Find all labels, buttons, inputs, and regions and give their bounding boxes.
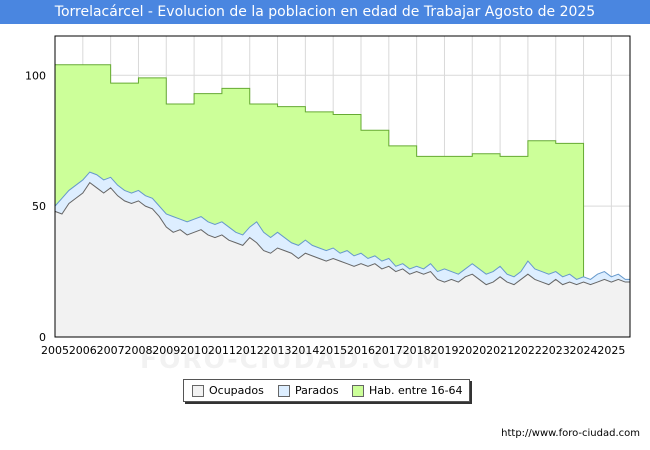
y-tick-label-100: 100 [25, 69, 46, 82]
x-tick-label-2018: 2018 [403, 344, 431, 357]
legend-label-ocupados: Ocupados [209, 384, 264, 397]
x-tick-label-2024: 2024 [570, 344, 598, 357]
x-tick-label-2010: 2010 [180, 344, 208, 357]
x-tick-label-2012: 2012 [236, 344, 264, 357]
x-tick-label-2015: 2015 [319, 344, 347, 357]
x-tick-label-2007: 2007 [97, 344, 125, 357]
series-ocupados-area [55, 182, 630, 337]
x-tick-label-2022: 2022 [514, 344, 542, 357]
x-tick-label-2021: 2021 [486, 344, 514, 357]
x-tick-label-2023: 2023 [542, 344, 570, 357]
x-tick-label-2011: 2011 [208, 344, 236, 357]
x-tick-label-2019: 2019 [430, 344, 458, 357]
x-tick-label-2006: 2006 [69, 344, 97, 357]
legend-label-hab: Hab. entre 16-64 [369, 384, 463, 397]
x-tick-label-2013: 2013 [264, 344, 292, 357]
plot-frame [54, 35, 631, 338]
x-tick-label-2020: 2020 [458, 344, 486, 357]
x-tick-label-2014: 2014 [291, 344, 319, 357]
legend-swatch-parados [278, 385, 290, 397]
legend-swatch-hab [352, 385, 364, 397]
x-tick-label-2005: 2005 [41, 344, 69, 357]
x-tick-label-2025: 2025 [597, 344, 625, 357]
y-tick-label-50: 50 [32, 200, 46, 213]
x-tick-label-2008: 2008 [124, 344, 152, 357]
x-tick-label-2017: 2017 [375, 344, 403, 357]
legend: Ocupados Parados Hab. entre 16-64 [183, 379, 470, 402]
legend-label-parados: Parados [295, 384, 339, 397]
y-tick-label-0: 0 [39, 331, 46, 344]
watermark: FORO-CIUDAD.COM [140, 345, 443, 374]
legend-swatch-ocupados [192, 385, 204, 397]
series-hab-line [55, 64, 585, 280]
source-link[interactable]: http://www.foro-ciudad.com [501, 428, 640, 439]
series-ocupados-line [54, 181, 630, 286]
x-tick-label-2016: 2016 [347, 344, 375, 357]
chart-title: Torrelacárcel - Evolucion de la poblacio… [0, 0, 650, 24]
x-tick-label-2009: 2009 [152, 344, 180, 357]
series-parados-line [54, 171, 630, 280]
